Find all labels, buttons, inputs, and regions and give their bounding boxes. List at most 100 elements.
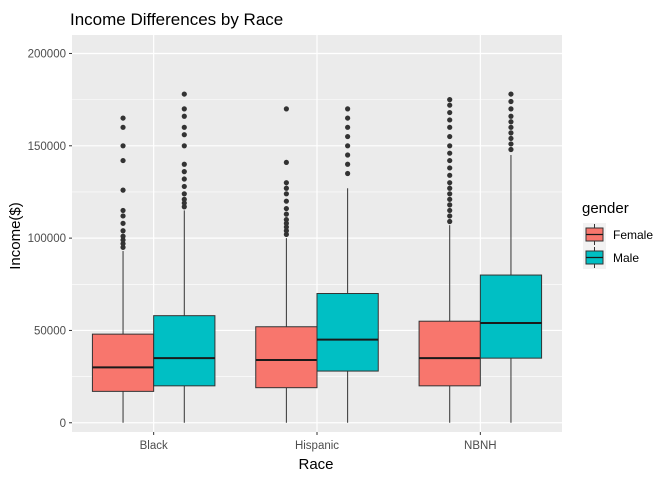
box-male-nbnh <box>479 91 543 423</box>
x-tick-label: Black <box>140 440 168 452</box>
outlier-point <box>447 191 453 197</box>
outlier-point <box>120 115 126 121</box>
outlier-point <box>181 176 187 182</box>
outlier-point <box>120 143 126 149</box>
outlier-point <box>181 91 187 97</box>
outlier-point <box>508 91 514 97</box>
outlier-point <box>283 228 289 234</box>
chart-title: Income Differences by Race <box>70 10 283 29</box>
box-body <box>255 326 318 389</box>
outlier-point <box>508 113 514 119</box>
outlier-point <box>283 198 289 204</box>
outlier-point <box>447 172 453 178</box>
outlier-point <box>181 200 187 206</box>
outlier-point <box>345 161 351 167</box>
y-tick-label: 0 <box>60 418 66 430</box>
outlier-point <box>181 191 187 197</box>
outlier-point <box>181 169 187 175</box>
y-tick-label: 200000 <box>28 48 66 60</box>
outlier-point <box>447 124 453 130</box>
outlier-point <box>508 146 514 153</box>
y-axis-label: Income($) <box>7 202 24 270</box>
outlier-point <box>283 191 289 197</box>
outlier-point <box>508 98 514 105</box>
x-tick-label: Hispanic <box>295 440 339 452</box>
outlier-point <box>508 135 514 142</box>
outlier-point <box>345 152 351 158</box>
outlier-point <box>447 143 453 149</box>
legend-label-female: Female <box>613 228 653 242</box>
outlier-point <box>181 161 187 167</box>
outlier-point <box>120 157 126 164</box>
outlier-point <box>447 185 453 191</box>
outlier-point <box>508 141 514 147</box>
box-female-nbnh <box>418 97 481 423</box>
outlier-point <box>447 180 453 186</box>
outlier-point <box>181 124 187 130</box>
outlier-point <box>181 183 187 190</box>
outlier-point <box>283 180 289 186</box>
outlier-point <box>447 97 453 103</box>
outlier-point <box>283 159 289 166</box>
box-body <box>316 293 379 372</box>
outlier-point <box>447 102 453 108</box>
outlier-point <box>508 124 514 130</box>
outlier-point <box>447 202 453 208</box>
outlier-point <box>447 150 453 156</box>
box-female-black <box>91 115 155 423</box>
outlier-point <box>181 196 187 202</box>
outlier-point <box>345 143 351 149</box>
box-female-hispanic <box>255 106 318 423</box>
outlier-point <box>283 185 289 191</box>
outlier-point <box>181 132 187 138</box>
outlier-point <box>120 220 126 226</box>
outlier-point <box>181 113 187 119</box>
plot-area <box>72 35 562 432</box>
outlier-point <box>447 117 453 123</box>
outlier-point <box>181 106 187 112</box>
outlier-point <box>283 220 289 226</box>
y-tick-label: 50000 <box>34 325 66 337</box>
outlier-point <box>447 165 453 171</box>
box-body <box>418 320 481 387</box>
outlier-point <box>447 109 453 116</box>
x-axis-label: Race <box>298 456 333 473</box>
outlier-point <box>120 124 126 130</box>
outlier-point <box>345 124 351 130</box>
outlier-point <box>447 196 453 202</box>
outlier-point <box>283 224 289 230</box>
outlier-point <box>447 218 453 225</box>
outlier-point <box>283 205 289 212</box>
outlier-point <box>120 207 126 214</box>
legend: gender Female Male <box>582 200 653 269</box>
x-tick-label: NBNH <box>464 440 497 452</box>
outlier-point <box>120 228 126 234</box>
box-body <box>479 274 543 359</box>
outlier-point <box>345 170 351 177</box>
outlier-point <box>120 244 126 250</box>
outlier-point <box>447 157 453 164</box>
outlier-point <box>120 233 126 239</box>
outlier-point <box>120 187 126 193</box>
outlier-point <box>120 237 126 243</box>
outlier-point <box>181 143 187 149</box>
outlier-point <box>120 213 126 219</box>
outlier-point <box>283 211 289 217</box>
outlier-point <box>447 207 453 214</box>
outlier-point <box>508 106 514 112</box>
outlier-point <box>447 213 453 219</box>
outlier-point <box>120 241 126 247</box>
outlier-point <box>345 133 351 140</box>
outlier-point <box>345 106 351 112</box>
x-axis: Black Hispanic NBNH <box>140 432 497 452</box>
y-axis: 0 50000 100000 150000 200000 <box>28 48 72 430</box>
outlier-point <box>508 119 514 125</box>
outlier-point <box>447 133 453 140</box>
outlier-point <box>283 217 289 223</box>
outlier-point <box>283 231 289 238</box>
legend-title: gender <box>582 200 629 217</box>
y-tick-label: 150000 <box>28 141 66 153</box>
legend-label-male: Male <box>613 251 639 265</box>
box-body <box>153 315 216 387</box>
